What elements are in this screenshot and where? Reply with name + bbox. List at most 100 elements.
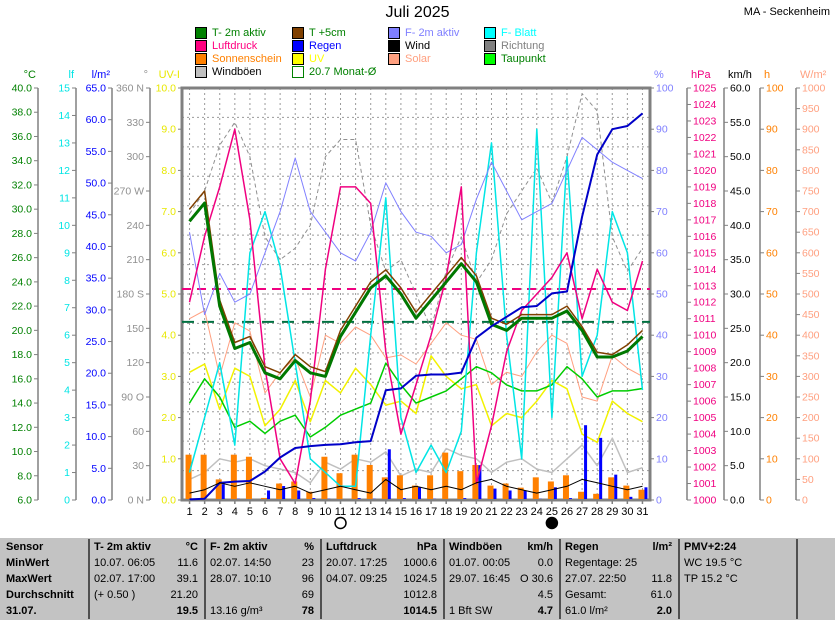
tick-label: 50	[656, 289, 668, 301]
legend-item-uv: UV	[292, 53, 324, 65]
legend-label: Solar	[405, 53, 431, 65]
tick-label: 7.0	[161, 206, 176, 218]
cell-text: WC 19.5 °C	[684, 557, 743, 569]
day-label: 9	[307, 506, 313, 518]
day-label: 10	[319, 506, 331, 518]
tick-label: 22.0	[12, 301, 33, 313]
cell-value: 78	[301, 605, 314, 617]
legend-label: UV	[309, 53, 325, 65]
legend-item-windböen: Windböen	[195, 66, 262, 78]
legend-label: 20.7 Monat-Ø	[309, 66, 377, 78]
tick-label: 4	[64, 385, 70, 397]
tick-label: 65.0	[86, 83, 107, 95]
series-fblatt	[188, 128, 644, 488]
tick-label: 10	[766, 453, 778, 465]
legend-item-luftdruck: Luftdruck	[195, 40, 257, 52]
axis-unit-kmh: km/h	[728, 69, 752, 81]
legend-swatch-f-2m-aktiv	[388, 27, 400, 39]
cell-text: 61.0 l/m²	[565, 605, 608, 617]
tick-label: 55.0	[86, 146, 107, 158]
table-divider	[204, 539, 206, 619]
tick-label: 1006	[693, 396, 717, 408]
tick-label: 1007	[693, 379, 717, 391]
tick-label: 40	[766, 330, 778, 342]
legend-label: F- Blatt	[501, 27, 537, 39]
tick-label: 11	[59, 192, 70, 204]
tick-label: 5	[64, 357, 70, 369]
tick-label: 1011	[693, 313, 716, 325]
tick-label: 10.0	[12, 446, 33, 458]
tick-label: 15	[58, 83, 70, 95]
cell-value: 4.5	[537, 589, 553, 601]
cell-value: 19.5	[176, 605, 198, 617]
tick-label: 35.0	[730, 254, 751, 266]
tick-label: 30.0	[86, 304, 107, 316]
tick-label: 7	[64, 302, 70, 314]
page-title: Juli 2025	[385, 4, 450, 21]
tick-label: 26.0	[12, 252, 33, 264]
tick-label: 8.0	[161, 165, 176, 177]
tick-label: 120	[126, 357, 144, 369]
col-header-windböen: Windböen	[449, 541, 503, 553]
day-label: 12	[349, 506, 361, 518]
legend-item-20-7-monat: 20.7 Monat-Ø	[292, 66, 376, 78]
tick-label: 750	[802, 186, 820, 198]
tick-label: 90 O	[121, 392, 144, 404]
day-label: 13	[365, 506, 377, 518]
legend-label: F- 2m aktiv	[405, 27, 460, 39]
tick-label: 50	[802, 474, 814, 486]
row-label-31-07: 31.07.	[6, 605, 37, 617]
series-sonnenschein	[185, 452, 645, 499]
tick-label: 300	[802, 371, 820, 383]
day-label: 30	[621, 506, 633, 518]
col-header-pmv-2-24: PMV+2:24	[684, 541, 737, 553]
tick-label: 10.0	[730, 426, 751, 438]
col-unit: km/h	[527, 541, 553, 553]
tick-label: 500	[802, 289, 820, 301]
cell-text: 10.07. 06:05	[94, 557, 156, 569]
tick-label: 20.0	[730, 357, 751, 369]
day-label: 29	[606, 506, 618, 518]
axis-unit-h: h	[764, 69, 770, 81]
axis-unit-wm2: W/m²	[800, 69, 827, 81]
tick-label: 40.0	[12, 83, 33, 95]
tick-label: 650	[802, 227, 820, 239]
day-label: 15	[395, 506, 407, 518]
tick-label: 15.0	[86, 399, 107, 411]
tick-label: 13	[58, 137, 70, 149]
col-unit: °C	[185, 541, 198, 553]
tick-label: 5.0	[161, 289, 176, 301]
legend-swatch-richtung	[484, 40, 496, 52]
legend-item-regen: Regen	[292, 40, 341, 52]
tick-label: 12.0	[12, 422, 33, 434]
cell-value: 21.20	[170, 589, 198, 601]
tick-label: 5.0	[730, 460, 745, 472]
tick-label: 6.0	[161, 247, 176, 259]
tick-label: 9	[64, 247, 70, 259]
day-label: 31	[636, 506, 648, 518]
legend-swatch-20-7-monat	[292, 66, 304, 78]
cell-text: 1 Bft SW	[449, 605, 493, 617]
legend-swatch-t-2m-aktiv	[195, 27, 207, 39]
axis-unit-dir: °	[144, 69, 148, 81]
series-taupunkt	[188, 362, 643, 438]
day-label: 6	[262, 506, 268, 518]
cell-text: TP 15.2 °C	[684, 573, 738, 585]
tick-label: 250	[802, 392, 820, 404]
tick-label: 10	[656, 453, 668, 465]
tick-label: 5.0	[91, 463, 106, 475]
day-label: 18	[440, 506, 452, 518]
tick-label: 30.0	[12, 204, 33, 216]
col-unit: l/m²	[652, 541, 672, 553]
day-label: 23	[516, 506, 528, 518]
axis-lm2: 0.0 5.0 10.0 15.0 20.0 25.0 30.0 35.0 40.0 45.0 50…	[86, 69, 113, 507]
tick-label: 150	[126, 323, 144, 335]
legend-label: Wind	[405, 40, 431, 52]
legend-item-richtung: Richtung	[484, 40, 544, 52]
tick-label: 20.0	[86, 368, 107, 380]
tick-label: 18.0	[12, 349, 33, 361]
tick-label: 34.0	[12, 155, 33, 167]
col-unit: %	[304, 541, 314, 553]
tick-label: 1008	[693, 363, 717, 375]
cell-text: 29.07. 16:45	[449, 573, 511, 585]
